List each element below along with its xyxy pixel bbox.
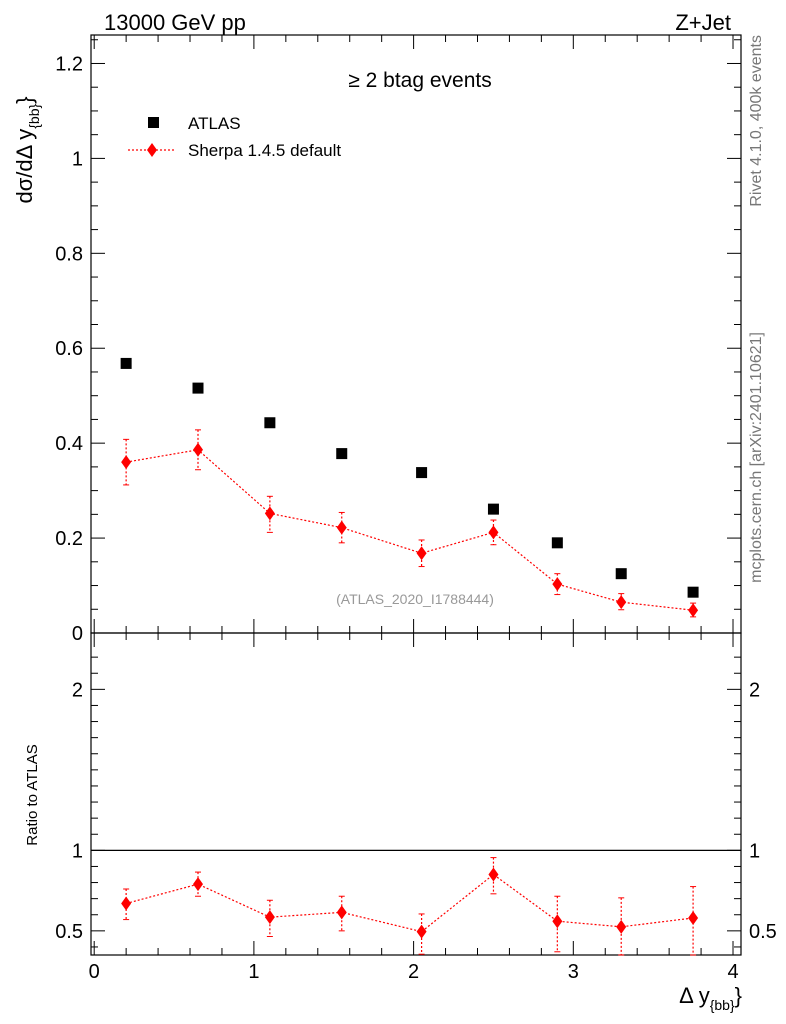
atlas-data-point [416, 467, 428, 479]
svg-text:dσ/dΔ y{bb}}: dσ/dΔ y{bb}} [12, 96, 42, 203]
main-sherpa-point [121, 455, 132, 470]
main-sherpa-point [336, 520, 347, 535]
ratio-sherpa-point [552, 914, 563, 929]
main-axis-ticks: 0 0.2 0.4 0.6 0.8 1 1.2 [55, 39, 741, 645]
x-tick-label: 1 [248, 961, 259, 983]
legend-sherpa-label: Sherpa 1.4.5 default [188, 141, 341, 160]
main-y-axis-label: dσ/dΔ y{bb}} [12, 96, 42, 203]
x-label-main: Δ y [679, 983, 710, 1008]
mcplots-reference-label: mcplots.cern.ch [arXiv:2401.10621] [748, 332, 765, 583]
x-label-sub: {bb} [710, 997, 735, 1013]
ratio-data-series [121, 857, 699, 956]
ratio-sherpa-point [688, 910, 699, 925]
ratio-sherpa-point [264, 910, 275, 925]
main-sherpa-point [552, 577, 563, 592]
svg-text:Δ y{bb}}: Δ y{bb}} [679, 983, 742, 1013]
ratio-y-tick-label-left: 1 [72, 840, 83, 862]
ratio-sherpa-point [336, 905, 347, 920]
main-y-tick-label: 0.2 [55, 528, 83, 550]
atlas-data-point [264, 417, 276, 429]
main-panel-title: ≥ 2 btag events [348, 69, 491, 92]
ratio-sherpa-line [125, 873, 694, 933]
header-energy-label: 13000 GeV pp [104, 10, 246, 35]
ratio-sherpa-point [488, 867, 499, 882]
ratio-y-tick-label-right: 2 [749, 679, 760, 701]
main-sherpa-point [416, 546, 427, 561]
main-sherpa-point [688, 603, 699, 618]
main-sherpa-line [126, 449, 694, 611]
main-y-tick-label: 0.4 [55, 433, 83, 455]
ratio-sherpa-point [193, 877, 204, 892]
legend-atlas-marker [148, 117, 159, 128]
ratio-y-tick-label-right: 1 [749, 840, 760, 862]
atlas-data-point [336, 448, 348, 460]
atlas-data-point [487, 503, 499, 515]
ratio-y-tick-label-right: 0.5 [749, 921, 777, 943]
ratio-axis-ticks: 0.5 0.5 1 1 2 2 [55, 656, 777, 948]
main-sherpa-point [488, 525, 499, 540]
main-sherpa-point [264, 506, 275, 521]
ratio-y-tick-label-left: 2 [72, 679, 83, 701]
main-y-tick-label: 0.6 [55, 338, 83, 360]
ratio-y-tick-label-left: 0.5 [55, 921, 83, 943]
legend: ATLAS Sherpa 1.4.5 default [128, 114, 341, 160]
ratio-sherpa-point [121, 896, 132, 911]
analysis-watermark: (ATLAS_2020_I1788444) [336, 591, 494, 607]
main-sherpa-point [616, 595, 627, 610]
x-tick-label: 4 [727, 961, 738, 983]
header-process-label: Z+Jet [675, 10, 731, 35]
main-y-tick-label: 0.8 [55, 243, 83, 265]
main-y-tick-label: 1.2 [55, 53, 83, 75]
main-data-series [120, 357, 699, 618]
main-y-label-sub: {bb} [26, 104, 42, 129]
x-axis-label: Δ y{bb}} [679, 983, 742, 1013]
x-tick-label: 2 [408, 961, 419, 983]
atlas-data-point [192, 382, 204, 394]
main-y-label-main: dσ/dΔ y [12, 129, 37, 204]
ratio-y-axis-label: Ratio to ATLAS [24, 744, 41, 845]
atlas-data-point [120, 357, 132, 369]
rivet-version-label: Rivet 4.1.0, 400k events [748, 35, 765, 207]
legend-sherpa-marker [147, 143, 157, 157]
ratio-sherpa-point [616, 919, 627, 934]
atlas-data-point [687, 586, 699, 598]
atlas-data-point [615, 568, 627, 580]
main-y-tick-label: 1 [72, 148, 83, 170]
main-sherpa-point [193, 442, 204, 457]
atlas-data-point [551, 537, 563, 549]
ratio-sherpa-point [416, 924, 427, 939]
x-axis-ticks: 0 1 2 3 4 [89, 35, 739, 983]
x-tick-label: 3 [568, 961, 579, 983]
x-tick-label: 0 [89, 961, 100, 983]
main-y-tick-label: 0 [72, 623, 83, 645]
ratio-panel-frame [90, 632, 742, 956]
legend-atlas-label: ATLAS [188, 114, 241, 133]
